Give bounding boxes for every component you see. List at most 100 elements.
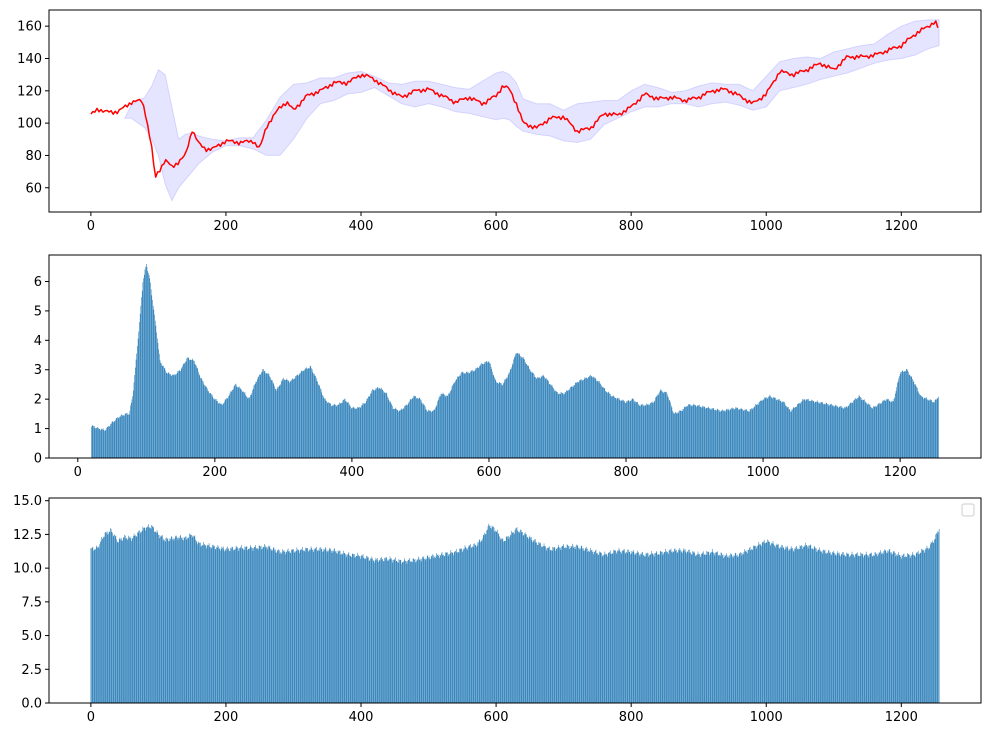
bar (101, 428, 103, 458)
bar (261, 549, 263, 703)
bar (640, 405, 641, 458)
bar (335, 551, 336, 703)
bar (241, 391, 243, 458)
bar (915, 385, 917, 458)
bar (575, 382, 577, 458)
bar (179, 370, 181, 458)
bar (609, 551, 610, 703)
bar (168, 540, 170, 703)
bar (832, 404, 833, 458)
bar (544, 376, 545, 458)
bar (383, 561, 385, 703)
bar (715, 551, 717, 703)
bar (195, 540, 197, 703)
bar (313, 373, 314, 458)
bar (497, 529, 498, 703)
bar (673, 413, 675, 458)
bar (280, 552, 281, 703)
bar (448, 393, 449, 458)
bar (924, 550, 926, 703)
bar (387, 560, 388, 703)
bar (516, 353, 518, 458)
bar (644, 405, 645, 458)
bar (162, 538, 164, 703)
bar (682, 550, 684, 703)
bar (220, 548, 222, 703)
bar (814, 402, 815, 458)
bar (867, 403, 869, 458)
bar (516, 353, 517, 458)
bar (583, 378, 585, 458)
bar (710, 552, 712, 703)
bar (614, 550, 615, 703)
bar (292, 379, 294, 458)
bar (579, 380, 581, 458)
bar (446, 552, 448, 703)
bar (867, 555, 869, 703)
bar (468, 546, 469, 703)
bar (331, 406, 332, 458)
bar (668, 553, 669, 703)
bar (308, 550, 310, 703)
bar (620, 551, 621, 703)
bar (156, 530, 158, 703)
bar (144, 269, 146, 458)
bar (495, 380, 497, 458)
bar (293, 549, 294, 703)
bar (199, 375, 201, 458)
bar (202, 381, 204, 458)
bar (367, 398, 368, 458)
bar (533, 373, 534, 458)
bar (193, 360, 194, 458)
bar (775, 397, 776, 458)
bar (843, 408, 845, 458)
bar (535, 377, 536, 458)
bar (181, 537, 183, 703)
bar (442, 392, 444, 458)
bar (281, 553, 282, 703)
bar (195, 364, 196, 458)
bar (723, 410, 724, 458)
bar (131, 538, 133, 703)
bar (109, 531, 111, 703)
bar (376, 388, 377, 458)
bar (519, 532, 520, 703)
y-tick-label: 6 (34, 275, 42, 290)
bar (257, 548, 258, 703)
bar (653, 401, 655, 458)
bar (660, 389, 662, 458)
bar (173, 540, 175, 703)
bar (361, 555, 362, 703)
bar (618, 550, 619, 703)
bar (813, 549, 814, 703)
bar (880, 550, 881, 703)
bar (167, 373, 168, 458)
bar (744, 409, 745, 458)
bar (440, 396, 441, 458)
bar (824, 403, 826, 458)
bar (206, 548, 207, 703)
bar (383, 392, 385, 458)
bar (111, 421, 113, 458)
bar (619, 400, 621, 458)
bar (599, 552, 601, 703)
bar (658, 554, 660, 703)
bar (287, 548, 289, 703)
bar (620, 551, 622, 703)
y-tick-label: 5 (34, 304, 42, 319)
bar (537, 376, 538, 458)
bar (447, 395, 449, 458)
bar (218, 403, 220, 458)
bar (203, 384, 205, 458)
bar (755, 545, 756, 703)
bar (178, 371, 179, 458)
bar (315, 377, 317, 458)
bar (779, 400, 781, 458)
bar (514, 356, 516, 458)
bar (539, 377, 540, 458)
bar (474, 371, 475, 458)
bar (907, 370, 908, 458)
bar (293, 552, 295, 703)
bar (385, 558, 386, 703)
bar (150, 282, 151, 458)
